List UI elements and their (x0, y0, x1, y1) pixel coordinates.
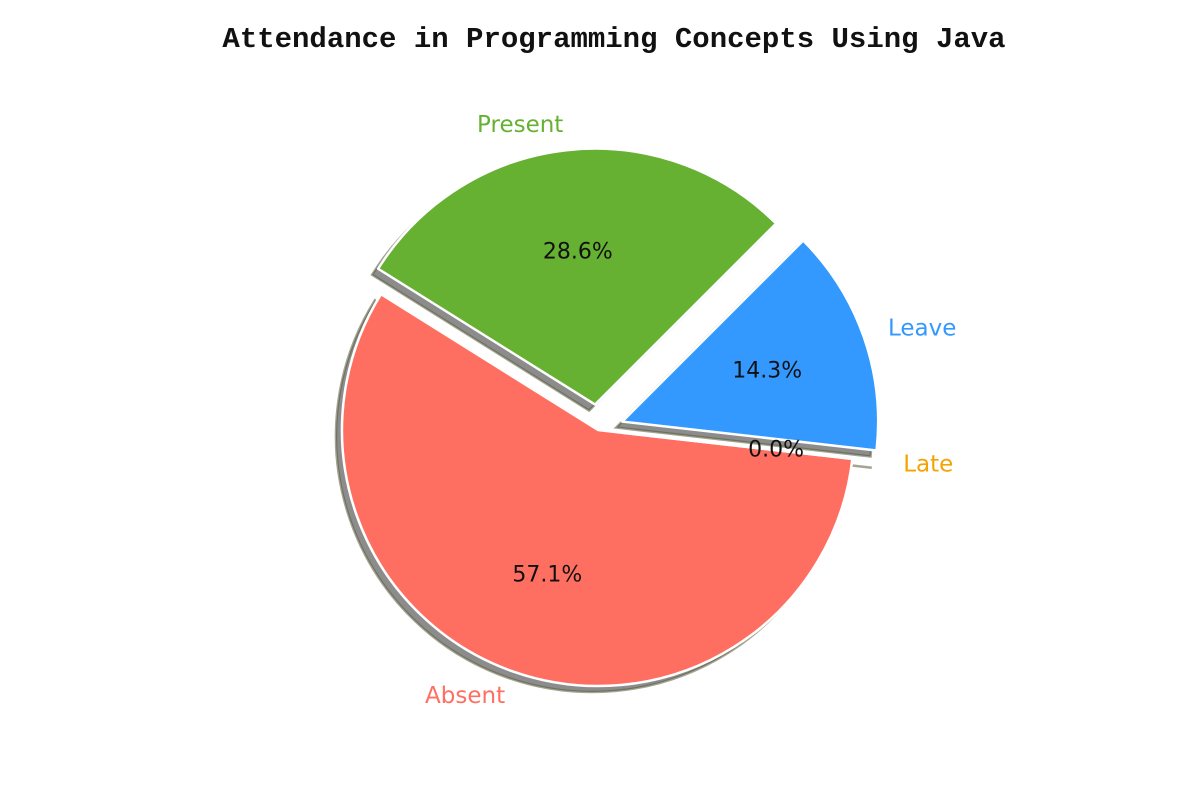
category-label-late: Late (903, 452, 953, 478)
pie-labels: Present 28.6% Absent 57.1% Late 0.0% Leave 14.3… (425, 112, 956, 709)
percent-label-leave: 14.3% (732, 358, 802, 383)
pie-slices (340, 147, 880, 688)
category-label-present: Present (477, 112, 563, 138)
percent-label-absent: 57.1% (512, 563, 582, 588)
slice-leave (620, 239, 880, 452)
chart-title: Attendance in Programming Concepts Using… (222, 23, 1005, 56)
percent-label-late: 0.0% (748, 438, 804, 463)
category-label-leave: Leave (888, 316, 956, 342)
category-label-absent: Absent (425, 683, 505, 709)
slice-absent (340, 292, 854, 688)
slice-present (376, 147, 778, 406)
percent-label-present: 28.6% (543, 239, 613, 264)
slice-late (622, 431, 880, 464)
